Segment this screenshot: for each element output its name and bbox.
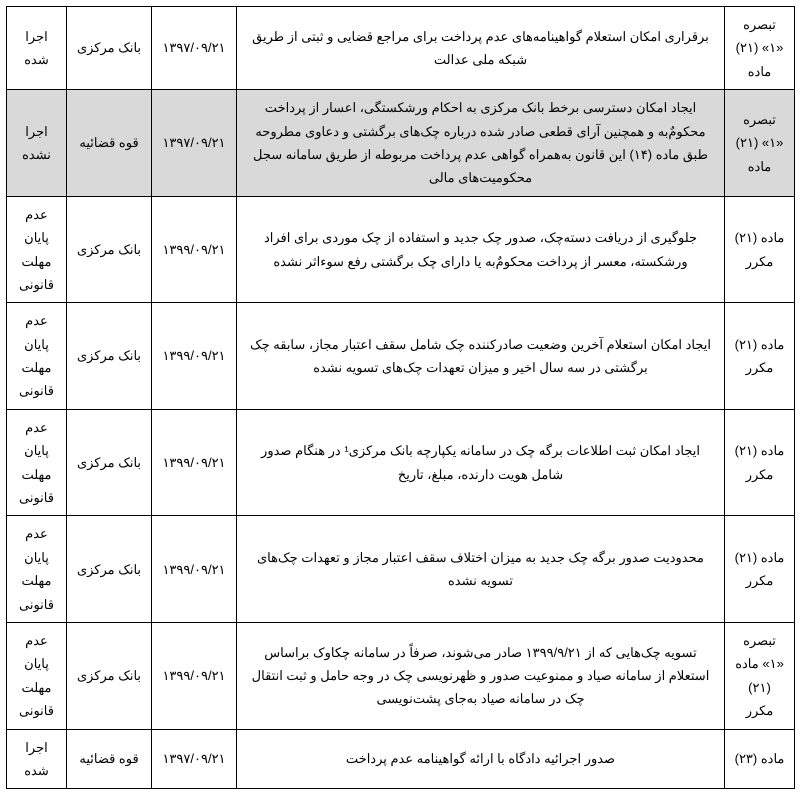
status-cell: عدم پایان مهلت قانونی [7,303,67,410]
description-cell: ایجاد امکان استعلام آخرین وضعیت صادرکنند… [237,303,725,410]
description-cell: تسویه چک‌هایی که از ۱۳۹۹/۹/۲۱ صادر می‌شو… [237,622,725,729]
date-cell: ۱۳۹۹/۰۹/۲۱ [152,516,237,623]
reference-cell: ماده (۲۱) مکرر [725,196,795,303]
description-cell: برقراری امکان استعلام گواهینامه‌های عدم … [237,7,725,90]
entity-cell: بانک مرکزی [67,516,152,623]
entity-cell: قوه قضائیه [67,729,152,789]
description-cell: محدودیت صدور برگه چک جدید به میزان اختلا… [237,516,725,623]
date-cell: ۱۳۹۹/۰۹/۲۱ [152,622,237,729]
entity-cell: بانک مرکزی [67,196,152,303]
description-cell: ایجاد امکان دسترسی برخط بانک مرکزی به اح… [237,90,725,197]
entity-cell: قوه قضائیه [67,90,152,197]
status-cell: عدم پایان مهلت قانونی [7,196,67,303]
date-cell: ۱۳۹۷/۰۹/۲۱ [152,90,237,197]
table-row: ماده (۲۱) مکررجلوگیری از دریافت دسته‌چک،… [7,196,795,303]
table-row: ماده (۲۱) مکررمحدودیت صدور برگه چک جدید … [7,516,795,623]
entity-cell: بانک مرکزی [67,303,152,410]
table-row: تبصره «۱» (۲۱) مادهایجاد امکان دسترسی بر… [7,90,795,197]
date-cell: ۱۳۹۹/۰۹/۲۱ [152,409,237,516]
status-cell: اجرا شده [7,7,67,90]
entity-cell: بانک مرکزی [67,409,152,516]
reference-cell: تبصره «۱» (۲۱) ماده [725,7,795,90]
description-cell: جلوگیری از دریافت دسته‌چک، صدور چک جدید … [237,196,725,303]
status-cell: اجرا نشده [7,90,67,197]
table-row: ماده (۲۱) مکررایجاد امکان ثبت اطلاعات بر… [7,409,795,516]
table-row: ماده (۲۳)صدور اجرائیه دادگاه با ارائه گو… [7,729,795,789]
description-cell: ایجاد امکان ثبت اطلاعات برگه چک در سامان… [237,409,725,516]
status-cell: اجرا شده [7,729,67,789]
reference-cell: ماده (۲۱) مکرر [725,409,795,516]
reference-cell: تبصره «۱» ماده (۲۱) مکرر [725,622,795,729]
status-cell: عدم پایان مهلت قانونی [7,409,67,516]
entity-cell: بانک مرکزی [67,7,152,90]
status-cell: عدم پایان مهلت قانونی [7,516,67,623]
entity-cell: بانک مرکزی [67,622,152,729]
description-cell: صدور اجرائیه دادگاه با ارائه گواهینامه ع… [237,729,725,789]
table-row: تبصره «۱» ماده (۲۱) مکررتسویه چک‌هایی که… [7,622,795,729]
reference-cell: ماده (۲۱) مکرر [725,303,795,410]
date-cell: ۱۳۹۹/۰۹/۲۱ [152,303,237,410]
law-provisions-table: تبصره «۱» (۲۱) مادهبرقراری امکان استعلام… [6,6,795,789]
status-cell: عدم پایان مهلت قانونی [7,622,67,729]
table-row: ماده (۲۱) مکررایجاد امکان استعلام آخرین … [7,303,795,410]
date-cell: ۱۳۹۹/۰۹/۲۱ [152,196,237,303]
table-row: تبصره «۱» (۲۱) مادهبرقراری امکان استعلام… [7,7,795,90]
reference-cell: ماده (۲۳) [725,729,795,789]
date-cell: ۱۳۹۷/۰۹/۲۱ [152,7,237,90]
reference-cell: تبصره «۱» (۲۱) ماده [725,90,795,197]
date-cell: ۱۳۹۷/۰۹/۲۱ [152,729,237,789]
reference-cell: ماده (۲۱) مکرر [725,516,795,623]
